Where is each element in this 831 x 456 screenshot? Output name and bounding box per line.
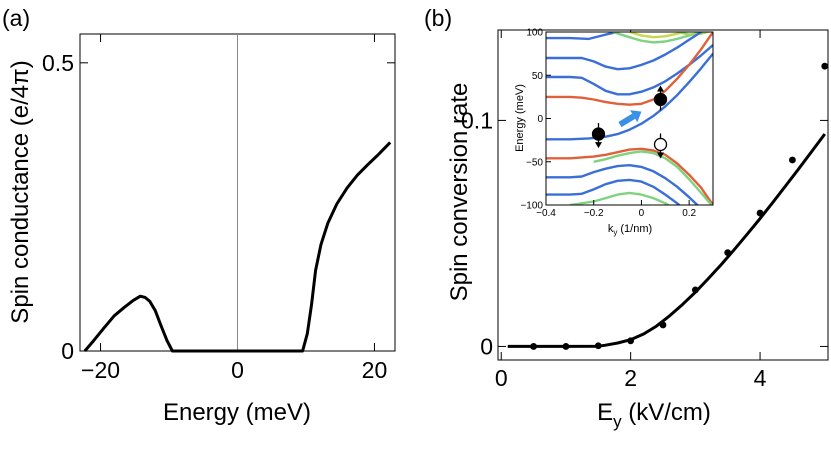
inset-xlabel-main: k <box>608 223 614 235</box>
inset-tick-labels: −0.4 −0.2 0 0.2 −100 −50 0 50 100 <box>520 28 696 220</box>
inset-band <box>546 164 700 205</box>
inset-band <box>546 32 713 106</box>
panel-b-xlabel-sub: y <box>613 412 622 431</box>
panel-b-data-point <box>789 156 796 164</box>
inset-band <box>546 147 713 205</box>
panel-a-ylabel: Spin conductance (e/4π) <box>7 60 34 323</box>
inset-band <box>569 191 671 205</box>
inset-band <box>546 52 713 141</box>
inset-xlabel-unit: (1/nm) <box>617 223 652 235</box>
inset-electron-circle <box>653 92 668 107</box>
panel-a-label: (a) <box>2 5 30 31</box>
inset-xtick-label: −0.4 <box>536 208 556 219</box>
panel-b-inset: −0.4 −0.2 0 0.2 −100 −50 0 50 100 ky (1/nm) Ener… <box>514 28 714 237</box>
panel-a-tick-labels: −20 0 20 0 0.5 <box>42 50 387 383</box>
panel-b-ylabel: Spin conversion rate <box>446 83 473 302</box>
inset-band <box>546 32 622 41</box>
panel-b-data-point <box>821 62 829 70</box>
panel-b-xtick-label: 2 <box>624 365 637 391</box>
panel-b-xtick-label: 0 <box>495 365 508 391</box>
panel-b-data-points <box>530 62 829 350</box>
inset-xtick-label: −0.2 <box>584 208 604 219</box>
panel-b-label: (b) <box>424 5 452 31</box>
panel-b-data-point <box>691 286 699 294</box>
inset-ytick-label: 0 <box>537 114 543 125</box>
panel-b-xtick-label: 4 <box>754 365 767 391</box>
inset-bands <box>546 32 713 205</box>
inset-band <box>593 150 713 205</box>
panel-b-data-point <box>627 337 635 345</box>
panel-a-xtick-label: −20 <box>81 357 120 383</box>
inset-xtick-label: 0 <box>639 208 645 219</box>
inset-spin-arrowhead <box>657 152 665 159</box>
inset-ytick-label: −100 <box>520 201 543 212</box>
inset-band <box>629 32 688 39</box>
panel-b-xlabel-unit: (kV/cm) <box>622 399 711 426</box>
inset-ticks <box>545 31 690 206</box>
panel-b-ytick-label: 0 <box>480 333 493 359</box>
panel-b-data-point <box>562 343 570 350</box>
inset-spin-arrowhead <box>594 142 602 149</box>
panel-b-data-point <box>530 343 537 350</box>
inset-annotations <box>591 85 668 159</box>
panel-a-xtick-label: 20 <box>362 357 388 383</box>
panel-a-xtick-label: 0 <box>231 357 244 383</box>
inset-xlabel-sub: y <box>613 228 617 237</box>
inset-ylabel: Energy (meV) <box>514 84 526 152</box>
panel-b-xlabel: Ey (kV/cm) <box>597 399 711 431</box>
inset-transition-arrowhead <box>630 110 642 123</box>
panel-b-ytick-label: 0.1 <box>461 107 493 133</box>
inset-ytick-label: 100 <box>526 28 543 39</box>
inset-band <box>676 32 712 36</box>
panel-b-data-point <box>724 249 732 257</box>
panel-a-xlabel: Energy (meV) <box>163 399 311 426</box>
inset-xtick-label: 0.2 <box>682 208 696 219</box>
panel-b-chart: 0 2 4 0 0.1 Ey (kV/cm) Spin conversion rate <box>446 29 829 431</box>
panel-a-chart: −20 0 20 0 0.5 Energy (meV) Spin conductance… <box>7 33 396 426</box>
panel-a-curve <box>83 141 392 353</box>
panel-b-xlabel-main: E <box>597 399 613 426</box>
panel-b-frame <box>497 29 829 361</box>
panel-b-data-point <box>659 321 667 329</box>
panel-b-data-point <box>594 342 602 350</box>
inset-ytick-label: 50 <box>532 71 544 82</box>
inset-hole-circle <box>653 137 668 152</box>
panel-a-ytick-label: 0 <box>61 338 74 364</box>
inset-transition-arrow <box>618 113 636 128</box>
panel-b-data-point <box>756 209 764 217</box>
panel-a-ytick-label: 0.5 <box>42 50 74 76</box>
panel-b-tick-labels: 0 2 4 0 0.1 <box>461 107 767 391</box>
inset-band <box>546 32 704 71</box>
inset-band <box>546 178 681 205</box>
inset-xlabel: ky (1/nm) <box>608 223 652 237</box>
inset-spin-arrowhead <box>657 85 665 92</box>
inset-electron-circle <box>591 127 606 141</box>
inset-ytick-label: −50 <box>526 157 543 168</box>
